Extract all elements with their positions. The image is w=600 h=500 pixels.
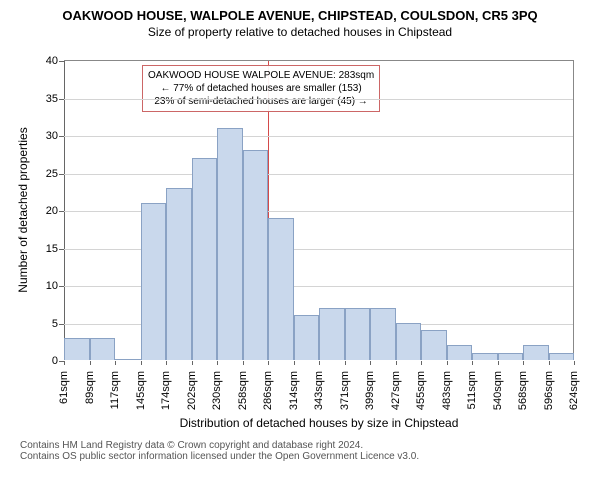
histogram-bar bbox=[294, 315, 320, 360]
y-tick-mark bbox=[59, 136, 64, 137]
footer-line2: Contains OS public sector information li… bbox=[20, 451, 600, 462]
x-tick-label: 540sqm bbox=[492, 367, 504, 410]
histogram-bar bbox=[447, 345, 473, 360]
footer-line1: Contains HM Land Registry data © Crown c… bbox=[20, 440, 600, 451]
x-tick-label: 511sqm bbox=[466, 367, 478, 409]
x-tick-label: 371sqm bbox=[339, 367, 351, 410]
gridline bbox=[64, 136, 573, 137]
x-tick-label: 117sqm bbox=[109, 367, 121, 409]
x-tick-mark bbox=[472, 361, 473, 365]
histogram-bar bbox=[498, 353, 524, 361]
histogram-bar bbox=[166, 188, 192, 361]
histogram-bar bbox=[370, 308, 396, 361]
x-tick-label: 343sqm bbox=[313, 367, 325, 410]
y-axis-label: Number of detached properties bbox=[16, 60, 30, 360]
x-tick-label: 202sqm bbox=[186, 367, 198, 410]
gridline bbox=[64, 174, 573, 175]
x-tick-mark bbox=[319, 361, 320, 365]
histogram-bar bbox=[345, 308, 371, 361]
x-tick-mark bbox=[447, 361, 448, 365]
title-main: OAKWOOD HOUSE, WALPOLE AVENUE, CHIPSTEAD… bbox=[0, 0, 600, 23]
histogram-bar bbox=[472, 353, 498, 361]
title-sub: Size of property relative to detached ho… bbox=[0, 23, 600, 39]
x-tick-mark bbox=[90, 361, 91, 365]
histogram-bar bbox=[421, 330, 447, 360]
histogram-bar bbox=[115, 359, 141, 360]
footer: Contains HM Land Registry data © Crown c… bbox=[0, 440, 600, 462]
x-tick-mark bbox=[396, 361, 397, 365]
x-tick-mark bbox=[549, 361, 550, 365]
x-tick-label: 61sqm bbox=[58, 367, 70, 404]
x-tick-label: 258sqm bbox=[237, 367, 249, 410]
x-tick-mark bbox=[574, 361, 575, 365]
y-tick-mark bbox=[59, 286, 64, 287]
x-tick-mark bbox=[243, 361, 244, 365]
x-tick-mark bbox=[217, 361, 218, 365]
x-tick-label: 230sqm bbox=[211, 367, 223, 410]
histogram-bar bbox=[319, 308, 345, 361]
y-tick-mark bbox=[59, 324, 64, 325]
annotation-line2: ← 77% of detached houses are smaller (15… bbox=[148, 82, 374, 95]
gridline bbox=[64, 99, 573, 100]
x-tick-mark bbox=[115, 361, 116, 365]
annotation-line3: 23% of semi-detached houses are larger (… bbox=[148, 95, 374, 108]
x-tick-mark bbox=[64, 361, 65, 365]
x-tick-mark bbox=[141, 361, 142, 365]
histogram-bar bbox=[217, 128, 243, 361]
y-tick-mark bbox=[59, 249, 64, 250]
histogram-bar bbox=[64, 338, 90, 361]
x-tick-label: 286sqm bbox=[262, 367, 274, 410]
x-tick-label: 89sqm bbox=[84, 367, 96, 404]
y-tick-mark bbox=[59, 61, 64, 62]
histogram-bar bbox=[523, 345, 549, 360]
chart-container: OAKWOOD HOUSE, WALPOLE AVENUE, CHIPSTEAD… bbox=[0, 0, 600, 500]
x-tick-label: 174sqm bbox=[160, 367, 172, 410]
plot-area: OAKWOOD HOUSE WALPOLE AVENUE: 283sqm ← 7… bbox=[64, 60, 574, 360]
x-axis-label: Distribution of detached houses by size … bbox=[64, 416, 574, 430]
annotation-box: OAKWOOD HOUSE WALPOLE AVENUE: 283sqm ← 7… bbox=[142, 65, 380, 112]
x-tick-mark bbox=[192, 361, 193, 365]
x-tick-mark bbox=[166, 361, 167, 365]
histogram-bar bbox=[268, 218, 294, 361]
histogram-bar bbox=[90, 338, 116, 361]
x-tick-label: 624sqm bbox=[568, 367, 580, 410]
y-tick-mark bbox=[59, 211, 64, 212]
x-tick-label: 483sqm bbox=[441, 367, 453, 410]
histogram-bar bbox=[396, 323, 422, 361]
x-tick-mark bbox=[370, 361, 371, 365]
x-tick-label: 399sqm bbox=[364, 367, 376, 410]
x-tick-mark bbox=[294, 361, 295, 365]
x-tick-mark bbox=[268, 361, 269, 365]
histogram-bar bbox=[192, 158, 218, 361]
annotation-line1: OAKWOOD HOUSE WALPOLE AVENUE: 283sqm bbox=[148, 69, 374, 82]
x-tick-mark bbox=[498, 361, 499, 365]
x-tick-mark bbox=[345, 361, 346, 365]
x-tick-label: 427sqm bbox=[390, 367, 402, 410]
histogram-bar bbox=[141, 203, 167, 361]
x-tick-label: 455sqm bbox=[415, 367, 427, 410]
x-tick-label: 568sqm bbox=[517, 367, 529, 410]
x-tick-label: 596sqm bbox=[543, 367, 555, 410]
histogram-bar bbox=[243, 150, 269, 360]
x-tick-mark bbox=[421, 361, 422, 365]
x-tick-label: 314sqm bbox=[288, 367, 300, 410]
x-tick-label: 145sqm bbox=[135, 367, 147, 410]
y-tick-mark bbox=[59, 174, 64, 175]
histogram-bar bbox=[549, 353, 575, 361]
y-tick-mark bbox=[59, 99, 64, 100]
x-tick-mark bbox=[523, 361, 524, 365]
